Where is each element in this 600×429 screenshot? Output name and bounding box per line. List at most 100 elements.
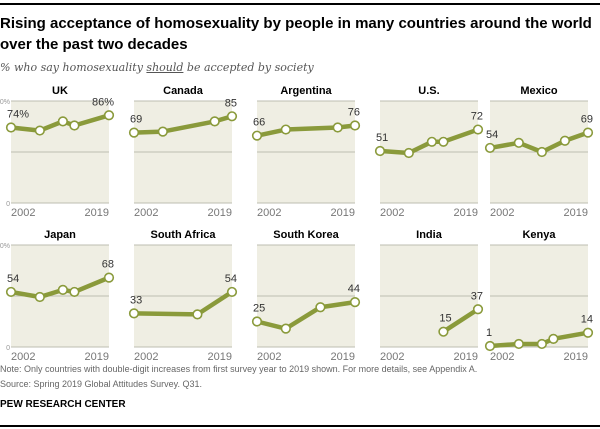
data-label-first: 74% (7, 109, 29, 121)
data-point (209, 116, 220, 127)
data-point (251, 130, 263, 141)
data-label-last: 37 (471, 290, 483, 302)
data-label-first: 66 (253, 117, 265, 129)
chart-title-line-2: over the past two decades (0, 36, 188, 53)
data-point (426, 136, 437, 147)
y-tick-label: 0 (6, 201, 10, 208)
panel-title: Mexico (520, 85, 558, 97)
data-point (349, 120, 361, 131)
panel-kenya: Kenya 2002 2019 1 14 (484, 229, 594, 363)
y-tick-label: 0 (6, 345, 10, 352)
y-tick-label: 100% (0, 243, 10, 250)
data-point (57, 116, 68, 127)
panel-title: Kenya (522, 229, 556, 241)
data-label-first: 15 (439, 313, 451, 325)
panel-title: India (416, 229, 443, 241)
data-point (472, 124, 484, 135)
data-label-last: 76 (348, 106, 360, 118)
subtitle-emphasis: should (146, 61, 184, 74)
data-point (536, 146, 547, 158)
x-tick-label: 2019 (331, 351, 355, 363)
data-point (582, 127, 594, 138)
panel-south-africa: South Africa 2002 2019 33 54 (128, 229, 238, 363)
panel-canada: Canada 2002 2019 69 85 (128, 85, 238, 219)
data-label-first: 25 (253, 303, 265, 315)
data-point (157, 126, 168, 137)
data-point (536, 338, 547, 350)
x-tick-label: 2002 (380, 351, 404, 363)
panel-title: South Africa (151, 229, 217, 241)
chart-title: Rising acceptance of homosexuality by pe… (0, 13, 600, 55)
subtitle-prefix: % who say homosexuality (0, 61, 147, 74)
series-line (131, 114, 235, 135)
data-point (69, 120, 80, 131)
x-tick-label: 2019 (208, 351, 232, 363)
data-point (226, 111, 238, 122)
data-point (484, 142, 496, 154)
panel-south-korea: South Korea 2002 2019 25 44 (251, 229, 361, 363)
data-point (57, 284, 68, 295)
x-tick-label: 2002 (257, 207, 281, 219)
data-point (438, 326, 449, 337)
panel-title: South Korea (273, 229, 339, 241)
x-tick-label: 2019 (454, 351, 478, 363)
x-tick-label: 2002 (490, 207, 514, 219)
panel-argentina: Argentina 2002 2019 66 76 (251, 85, 361, 219)
data-label-first: 69 (130, 114, 142, 126)
x-tick-label: 2019 (454, 207, 478, 219)
x-tick-label: 2002 (257, 351, 281, 363)
data-point (513, 338, 524, 350)
top-rule (0, 3, 600, 5)
data-point (5, 122, 17, 133)
panel-title: Japan (44, 229, 76, 241)
data-point (69, 286, 80, 298)
data-point (280, 323, 291, 334)
panel-mexico: Mexico 2002 2019 54 69 (484, 85, 594, 219)
x-tick-label: 2002 (490, 351, 514, 363)
x-tick-label: 2002 (134, 351, 158, 363)
data-point (34, 125, 45, 136)
bottom-rule (0, 425, 600, 427)
x-tick-label: 2019 (331, 207, 355, 219)
data-point (472, 304, 484, 315)
footnote-note: Note: Only countries with double-digit i… (0, 364, 478, 374)
data-label-last: 68 (102, 259, 114, 271)
data-label-first: 54 (486, 129, 498, 141)
data-point (34, 291, 45, 303)
data-label-last: 14 (581, 314, 593, 326)
data-point (226, 286, 238, 298)
x-tick-label: 2002 (380, 207, 404, 219)
x-tick-label: 2019 (85, 207, 109, 219)
panel-japan: Japan 2002 2019 100% 0 54 68 (0, 229, 115, 363)
series-line (254, 123, 358, 138)
x-tick-label: 2019 (208, 207, 232, 219)
data-point (559, 135, 571, 146)
data-point (582, 327, 594, 338)
subtitle-suffix: be accepted by society (183, 61, 314, 74)
data-point (484, 340, 496, 352)
panel-uk: UK 2002 2019 100% 0 74% 86% (0, 85, 114, 219)
data-label-last: 54 (225, 273, 237, 285)
data-label-first: 51 (376, 132, 388, 144)
series-line (254, 299, 358, 331)
x-tick-label: 2002 (134, 207, 158, 219)
data-point (5, 286, 17, 298)
data-point (374, 145, 386, 157)
chart-subtitle: % who say homosexuality should be accept… (0, 61, 600, 74)
organization-credit: PEW RESEARCH CENTER (0, 399, 126, 410)
data-label-last: 86% (92, 96, 114, 108)
data-label-first: 54 (7, 273, 19, 285)
panel-title: Canada (163, 85, 204, 97)
chart-title-line-1: Rising acceptance of homosexuality by pe… (0, 15, 592, 32)
data-point (403, 147, 414, 159)
data-point (349, 297, 361, 308)
data-label-last: 85 (225, 97, 237, 109)
data-point (103, 110, 115, 121)
footnote-source: Source: Spring 2019 Global Attitudes Sur… (0, 379, 202, 389)
data-point (192, 309, 203, 320)
x-tick-label: 2019 (564, 207, 588, 219)
x-tick-label: 2002 (11, 351, 35, 363)
panel-u-s: U.S. 2002 2019 51 72 (374, 85, 484, 219)
data-point (251, 316, 263, 327)
data-point (513, 137, 524, 148)
